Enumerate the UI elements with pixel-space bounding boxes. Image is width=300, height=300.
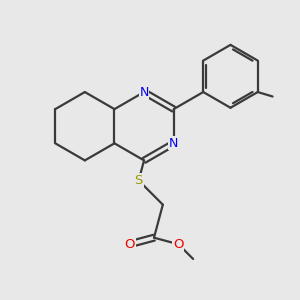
Text: S: S	[134, 174, 143, 187]
Text: N: N	[169, 137, 178, 150]
Text: O: O	[173, 238, 184, 251]
Text: N: N	[140, 85, 149, 98]
Text: O: O	[124, 238, 135, 251]
